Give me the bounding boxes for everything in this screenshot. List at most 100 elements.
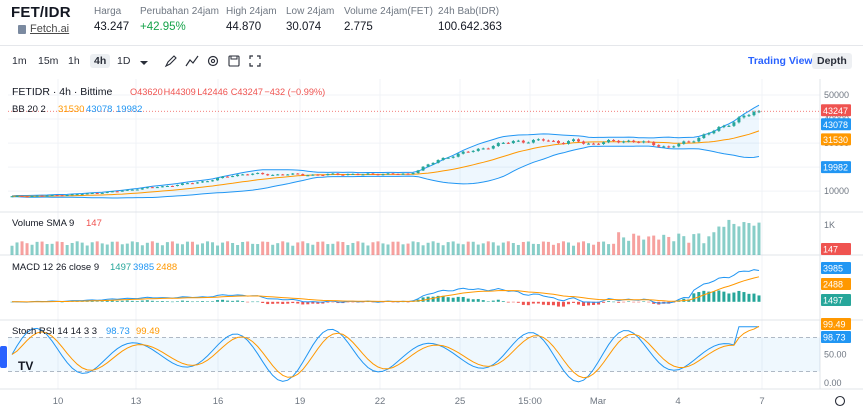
macd-histogram-bar bbox=[687, 299, 691, 302]
tab-trading-view[interactable]: Trading View bbox=[748, 55, 813, 67]
volume-bar bbox=[150, 241, 154, 255]
indicators-icon[interactable] bbox=[185, 54, 199, 68]
volume-bar bbox=[491, 242, 495, 255]
macd-histogram-bar bbox=[206, 301, 210, 302]
volume-axis-label: 1K bbox=[824, 220, 835, 230]
volume-bar bbox=[321, 241, 325, 255]
settings-icon[interactable] bbox=[206, 54, 220, 68]
volume-bar bbox=[632, 233, 636, 255]
macd-histogram-bar bbox=[261, 301, 265, 303]
price-tag bbox=[821, 118, 851, 131]
macd-histogram-bar bbox=[722, 291, 726, 302]
bb-legend-label: BB 20 2 bbox=[12, 104, 46, 115]
macd-histogram-bar bbox=[296, 301, 300, 304]
chart-canvas[interactable]: FETIDR · 4h · Bittime O43620 H44309 L42446 C… bbox=[0, 46, 863, 413]
stoch-band-fill bbox=[8, 337, 820, 372]
volume-bar bbox=[145, 242, 149, 255]
volume-legend-value: 147 bbox=[86, 218, 102, 229]
macd-hist-value: 1497 bbox=[110, 262, 131, 273]
stat-volume-idr: 24h Bab(IDR) 100.642.363 bbox=[438, 6, 502, 33]
macd-histogram-bar bbox=[496, 299, 500, 302]
candle-body bbox=[175, 184, 179, 186]
save-icon[interactable] bbox=[227, 54, 241, 68]
volume-bar bbox=[125, 243, 129, 255]
macd-histogram-bar bbox=[737, 290, 741, 302]
draw-icon[interactable] bbox=[164, 54, 178, 68]
tab-depth[interactable]: Depth bbox=[812, 53, 852, 69]
candle-body bbox=[682, 141, 686, 144]
macd-histogram-bar bbox=[486, 301, 490, 302]
candle-body bbox=[95, 193, 99, 195]
macd-histogram-bar bbox=[286, 301, 290, 304]
candle-body bbox=[120, 190, 124, 192]
volume-bar bbox=[722, 226, 726, 255]
candle-body bbox=[356, 173, 360, 175]
candle-body bbox=[592, 143, 596, 145]
time-axis-label: 10 bbox=[53, 396, 64, 407]
candle-body bbox=[622, 141, 626, 143]
volume-bar bbox=[326, 244, 330, 255]
ohlc-value: O43620 bbox=[130, 87, 163, 97]
stat-change: Perubahan 24jam +42.95% bbox=[140, 6, 219, 33]
candle-body bbox=[416, 170, 420, 174]
ohlc-value: C43247 bbox=[231, 87, 263, 97]
interval-1d[interactable]: 1D bbox=[117, 55, 131, 67]
candle-body bbox=[321, 175, 325, 177]
candle-body bbox=[607, 139, 611, 143]
volume-bar bbox=[416, 242, 420, 255]
volume-bar bbox=[10, 245, 14, 255]
candle-body bbox=[75, 194, 79, 196]
stat-value: 2.775 bbox=[344, 21, 373, 33]
candle-body bbox=[80, 194, 84, 196]
volume-bar bbox=[617, 232, 621, 255]
macd-histogram-bar bbox=[256, 301, 260, 303]
fullscreen-icon[interactable] bbox=[248, 54, 262, 68]
volume-bar bbox=[391, 241, 395, 255]
interval-1m[interactable]: 1m bbox=[12, 55, 27, 67]
candle-body bbox=[712, 130, 716, 134]
interval-4h[interactable]: 4h bbox=[90, 54, 111, 68]
volume-bar bbox=[461, 244, 465, 255]
volume-bar bbox=[682, 236, 686, 255]
macd-histogram-bar bbox=[125, 300, 129, 302]
volume-bar bbox=[256, 244, 260, 255]
macd-histogram-bar bbox=[231, 300, 235, 302]
macd-histogram-bar bbox=[165, 301, 169, 302]
candle-body bbox=[742, 115, 746, 118]
axis-settings-icon bbox=[834, 395, 846, 407]
volume-bar bbox=[702, 243, 706, 255]
candle-body bbox=[677, 143, 681, 147]
candle-body bbox=[647, 141, 651, 143]
candle-body bbox=[587, 143, 591, 145]
macd-histogram-bar bbox=[612, 301, 616, 303]
volume-bar bbox=[306, 243, 310, 255]
volume-bar bbox=[226, 241, 230, 255]
volume-bar bbox=[95, 241, 99, 255]
volume-bar bbox=[346, 245, 350, 255]
candle-body bbox=[657, 145, 661, 147]
volume-bar bbox=[587, 243, 591, 255]
candle-body bbox=[145, 187, 149, 189]
project-link-label[interactable]: Fetch.ai bbox=[30, 23, 70, 35]
volume-bar bbox=[211, 242, 215, 255]
macd-histogram-bar bbox=[451, 297, 455, 302]
volume-bar bbox=[75, 241, 79, 255]
candle-body bbox=[491, 146, 495, 149]
macd-histogram-bar bbox=[556, 301, 560, 307]
interval-15m[interactable]: 15m bbox=[38, 55, 59, 67]
volume-bar bbox=[301, 241, 305, 255]
volume-bar bbox=[80, 242, 84, 255]
interval-1h[interactable]: 1h bbox=[68, 55, 80, 67]
candle-body bbox=[35, 195, 39, 197]
dropdown-caret-icon[interactable] bbox=[137, 56, 151, 70]
volume-bar bbox=[451, 241, 455, 255]
project-link[interactable]: Fetch.ai bbox=[18, 23, 69, 35]
macd-histogram-bar bbox=[752, 293, 756, 302]
candle-body bbox=[637, 141, 641, 143]
volume-bar bbox=[246, 241, 250, 255]
volume-bar bbox=[667, 236, 671, 255]
chart-toolbar: 1m 15m 1h 4h 1D Trading View bbox=[0, 46, 863, 78]
candle-body bbox=[707, 133, 711, 135]
candle-body bbox=[316, 174, 320, 176]
volume-bar bbox=[361, 242, 365, 255]
